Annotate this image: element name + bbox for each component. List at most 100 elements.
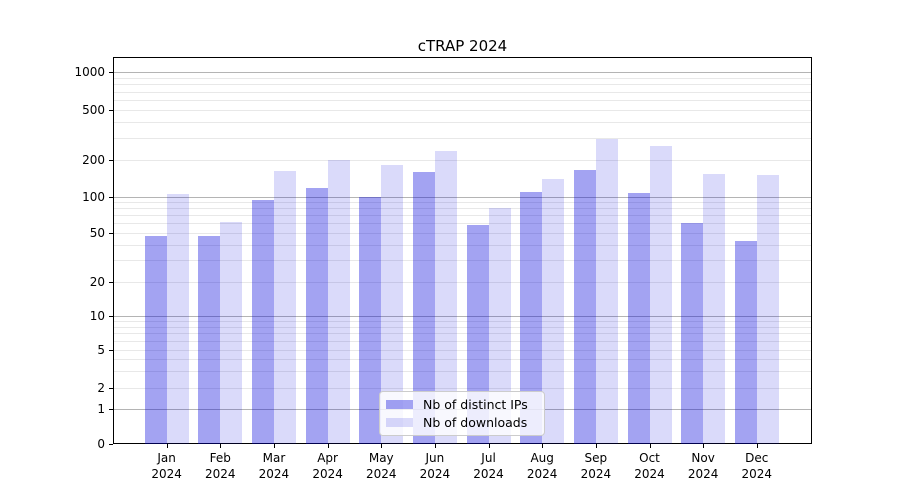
bar-downloads: [649, 146, 672, 444]
x-tick: [649, 444, 651, 448]
chart-title: cTRAP 2024: [417, 37, 508, 55]
minor-gridline: [114, 341, 811, 343]
legend-item-downloads: Nb of downloads: [386, 415, 538, 430]
minor-gridline: [114, 202, 811, 204]
x-tick: [327, 444, 329, 448]
y-tick-label: 2: [97, 381, 105, 395]
bar-downloads: [166, 193, 189, 444]
bar-distinct-ips: [251, 200, 274, 444]
x-tick: [220, 444, 222, 448]
x-tick-label: Nov 2024: [687, 451, 719, 481]
legend-item-distinct-ips: Nb of distinct IPs: [386, 397, 538, 412]
bar-downloads: [434, 151, 457, 444]
bar-downloads: [381, 165, 404, 444]
bar-downloads: [327, 159, 350, 444]
x-tick-label: Feb 2024: [205, 451, 236, 481]
y-tick: [109, 350, 113, 351]
bar-distinct-ips: [573, 170, 596, 444]
major-gridline: [114, 316, 811, 317]
bar-downloads: [595, 139, 618, 444]
bar-distinct-ips: [412, 172, 435, 444]
y-tick: [109, 281, 113, 283]
minor-gridline: [114, 122, 811, 124]
y-tick-label: 100: [82, 189, 105, 204]
minor-gridline: [114, 244, 811, 246]
y-tick: [109, 388, 113, 389]
minor-gridline: [114, 208, 811, 210]
y-tick-label: 1: [97, 402, 105, 416]
y-tick: [109, 159, 113, 161]
minor-gridline: [114, 215, 811, 217]
y-tick-label: 50: [89, 226, 105, 240]
minor-gridline: [114, 281, 811, 283]
minor-gridline: [114, 137, 811, 139]
minor-gridline: [114, 110, 811, 111]
bar-downloads: [220, 221, 243, 444]
bar-distinct-ips: [198, 236, 221, 444]
x-tick-label: Dec 2024: [741, 451, 773, 481]
major-gridline: [114, 72, 811, 73]
y-tick-label: 200: [82, 152, 105, 167]
x-tick-label: Apr 2024: [312, 451, 343, 481]
plot-area: [113, 57, 812, 444]
x-tick: [488, 444, 490, 448]
y-tick: [109, 196, 113, 198]
minor-gridline: [114, 260, 811, 262]
bar-downloads: [703, 174, 726, 444]
y-tick: [109, 233, 113, 234]
x-tick-label: Jun 2024: [419, 451, 451, 481]
bar-distinct-ips: [305, 187, 328, 444]
y-tick-label: 20: [89, 274, 105, 289]
bar-distinct-ips: [681, 222, 704, 444]
x-tick-label: Sep 2024: [580, 451, 612, 481]
minor-gridline: [114, 84, 811, 86]
legend-swatch-downloads: [386, 418, 413, 427]
x-tick: [434, 444, 436, 448]
minor-gridline: [114, 321, 811, 323]
x-tick: [166, 444, 168, 448]
legend-label-distinct-ips: Nb of distinct IPs: [423, 397, 528, 412]
minor-gridline: [114, 91, 811, 93]
bar-distinct-ips: [734, 240, 757, 444]
bar-distinct-ips: [144, 236, 167, 444]
legend-label-downloads: Nb of downloads: [423, 415, 528, 430]
x-tick: [273, 444, 275, 448]
bar-distinct-ips: [627, 193, 650, 444]
x-tick-label: Mar 2024: [258, 451, 290, 481]
bar-distinct-ips: [466, 225, 489, 444]
legend: Nb of distinct IPs Nb of downloads: [379, 391, 545, 436]
y-tick-label: 500: [82, 103, 105, 117]
minor-gridline: [114, 159, 811, 161]
x-tick-label: Jan 2024: [151, 451, 182, 481]
y-tick: [109, 316, 113, 317]
minor-gridline: [114, 359, 811, 361]
minor-gridline: [114, 326, 811, 328]
x-tick: [756, 444, 758, 448]
y-tick-label: 1000: [74, 65, 105, 79]
bar-distinct-ips: [359, 196, 382, 444]
x-tick: [595, 444, 597, 448]
bar-downloads: [542, 179, 565, 444]
legend-swatch-distinct-ips: [386, 400, 413, 409]
x-tick-label: May 2024: [365, 451, 397, 481]
minor-gridline: [114, 223, 811, 225]
bar-downloads: [273, 171, 296, 444]
minor-gridline: [114, 100, 811, 101]
y-tick-label: 10: [89, 309, 105, 323]
y-tick-label: 5: [97, 343, 105, 357]
minor-gridline: [114, 233, 811, 234]
x-tick: [703, 444, 705, 448]
minor-gridline: [114, 77, 811, 79]
bar-downloads: [488, 208, 511, 444]
major-gridline: [114, 196, 811, 198]
y-tick: [109, 110, 113, 111]
bar-downloads: [756, 174, 779, 444]
y-tick: [109, 409, 113, 410]
x-tick-label: Oct 2024: [634, 451, 665, 481]
x-tick-label: Jul 2024: [473, 451, 504, 481]
y-tick: [109, 444, 113, 445]
x-tick: [542, 444, 544, 448]
y-tick: [109, 72, 113, 73]
minor-gridline: [114, 333, 811, 335]
